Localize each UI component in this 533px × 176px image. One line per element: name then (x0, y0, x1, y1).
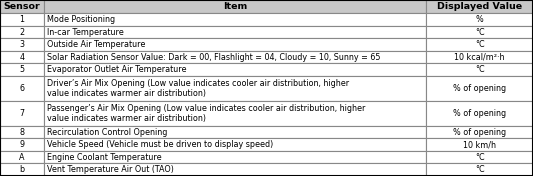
Bar (0, 51, 44, 64)
Bar (44, 76, 426, 101)
Text: 4: 4 (19, 53, 25, 62)
Bar (44, 0, 426, 14)
Bar (44, 26, 426, 39)
Bar (0, 76, 44, 101)
Bar (426, 0, 533, 14)
Text: 10 km/h: 10 km/h (463, 140, 496, 149)
Bar (0, 0, 44, 14)
Text: % of opening: % of opening (453, 109, 506, 118)
Bar (0, 101, 44, 126)
Bar (426, 76, 533, 101)
Bar (44, 101, 426, 126)
Bar (0, 126, 44, 139)
Bar (44, 14, 426, 26)
Text: Solar Radiation Sensor Value: Dark = 00, Flashlight = 04, Cloudy = 10, Sunny = 6: Solar Radiation Sensor Value: Dark = 00,… (47, 53, 380, 62)
Text: °C: °C (475, 65, 484, 74)
Text: Displayed Value: Displayed Value (437, 2, 522, 11)
Bar (44, 164, 426, 176)
Text: 10 kcal/m²·h: 10 kcal/m²·h (455, 53, 505, 62)
Text: 9: 9 (19, 140, 25, 149)
Bar (426, 14, 533, 26)
Text: °C: °C (475, 40, 484, 49)
Text: Vent Temperature Air Out (TAO): Vent Temperature Air Out (TAO) (47, 165, 174, 174)
Bar (426, 26, 533, 39)
Text: 3: 3 (19, 40, 25, 49)
Text: 1: 1 (19, 15, 25, 24)
Text: % of opening: % of opening (453, 84, 506, 93)
Bar (44, 126, 426, 139)
Text: °C: °C (475, 153, 484, 162)
Text: b: b (19, 165, 25, 174)
Bar (0, 164, 44, 176)
Bar (44, 39, 426, 51)
Bar (426, 139, 533, 151)
Bar (0, 39, 44, 51)
Bar (426, 51, 533, 64)
Text: % of opening: % of opening (453, 128, 506, 137)
Bar (0, 151, 44, 164)
Text: In-car Temperature: In-car Temperature (47, 28, 124, 37)
Text: Evaporator Outlet Air Temperature: Evaporator Outlet Air Temperature (47, 65, 186, 74)
Text: 6: 6 (19, 84, 25, 93)
Text: Outside Air Temperature: Outside Air Temperature (47, 40, 145, 49)
Bar (0, 14, 44, 26)
Text: Engine Coolant Temperature: Engine Coolant Temperature (47, 153, 161, 162)
Text: Driver’s Air Mix Opening (Low value indicates cooler air distribution, higher
va: Driver’s Air Mix Opening (Low value indi… (47, 79, 349, 98)
Text: °C: °C (475, 165, 484, 174)
Bar (426, 64, 533, 76)
Text: Vehicle Speed (Vehicle must be driven to display speed): Vehicle Speed (Vehicle must be driven to… (47, 140, 273, 149)
Bar (426, 164, 533, 176)
Text: 2: 2 (19, 28, 25, 37)
Bar (44, 151, 426, 164)
Bar (44, 64, 426, 76)
Text: 5: 5 (19, 65, 25, 74)
Bar (426, 39, 533, 51)
Text: %: % (476, 15, 483, 24)
Bar (426, 151, 533, 164)
Text: °C: °C (475, 28, 484, 37)
Bar (0, 26, 44, 39)
Bar (426, 101, 533, 126)
Text: Item: Item (223, 2, 247, 11)
Text: Sensor: Sensor (4, 2, 40, 11)
Text: Mode Positioning: Mode Positioning (47, 15, 115, 24)
Text: 8: 8 (19, 128, 25, 137)
Bar (426, 126, 533, 139)
Bar (0, 139, 44, 151)
Bar (0, 64, 44, 76)
Bar (44, 51, 426, 64)
Text: Passenger’s Air Mix Opening (Low value indicates cooler air distribution, higher: Passenger’s Air Mix Opening (Low value i… (47, 104, 365, 123)
Bar (44, 139, 426, 151)
Text: 7: 7 (19, 109, 25, 118)
Text: Recirculation Control Opening: Recirculation Control Opening (47, 128, 167, 137)
Text: A: A (19, 153, 25, 162)
